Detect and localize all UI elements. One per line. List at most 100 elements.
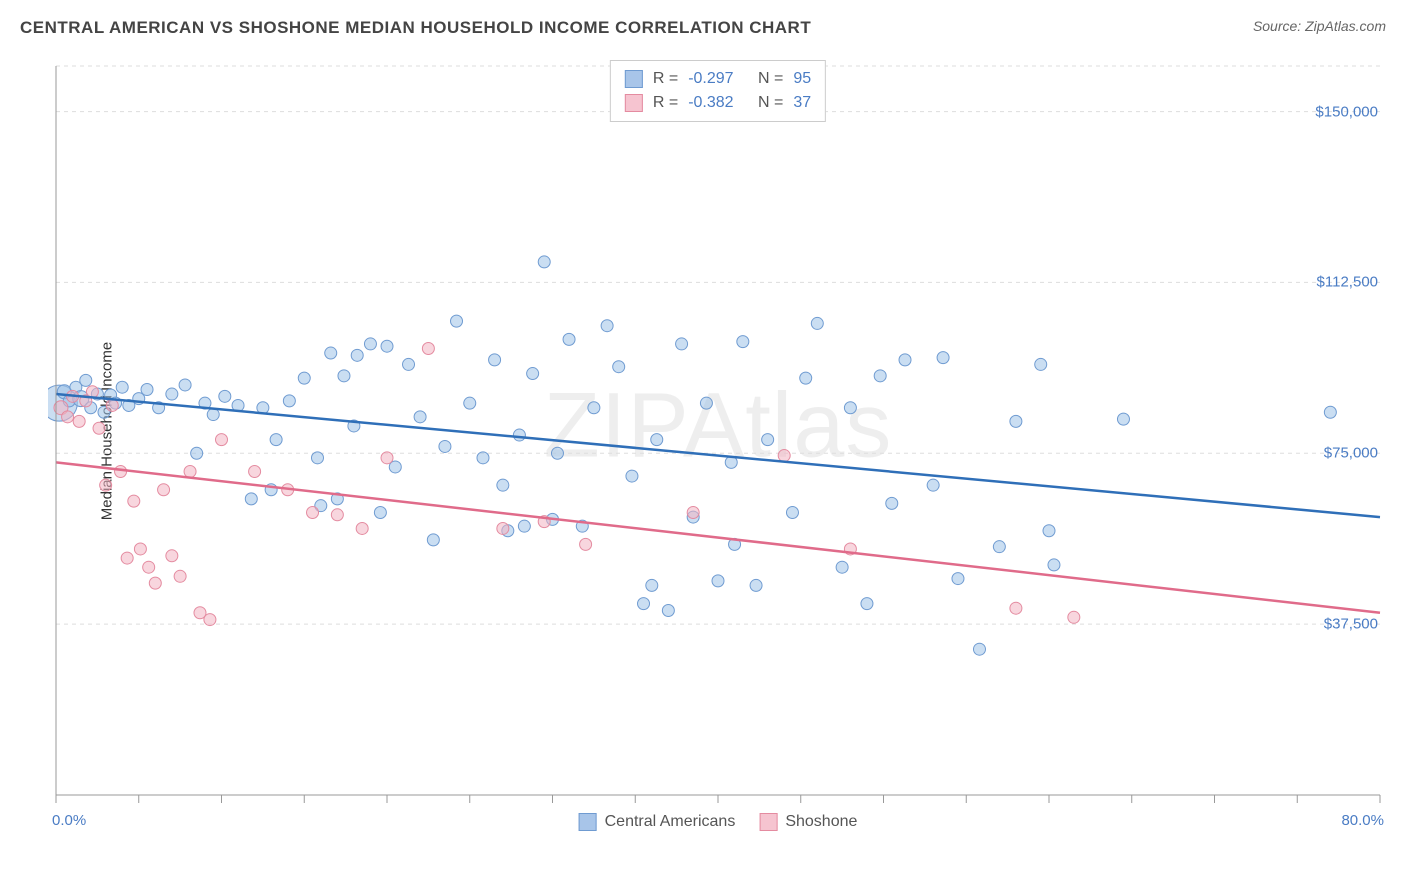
- scatter-point: [134, 543, 146, 555]
- scatter-point: [613, 361, 625, 373]
- scatter-point: [1035, 358, 1047, 370]
- x-min-label: 0.0%: [52, 812, 86, 829]
- scatter-point: [166, 388, 178, 400]
- scatter-point: [700, 397, 712, 409]
- y-tick-label: $150,000: [1315, 103, 1378, 120]
- scatter-point: [174, 570, 186, 582]
- scatter-point: [1068, 611, 1080, 623]
- chart-title: CENTRAL AMERICAN VS SHOSHONE MEDIAN HOUS…: [20, 18, 811, 38]
- scatter-point: [538, 256, 550, 268]
- scatter-point: [270, 434, 282, 446]
- scatter-point: [861, 598, 873, 610]
- scatter-point: [497, 479, 509, 491]
- scatter-point: [216, 434, 228, 446]
- scatter-point: [100, 479, 112, 491]
- scatter-point: [191, 447, 203, 459]
- scatter-point: [427, 534, 439, 546]
- scatter-point: [800, 372, 812, 384]
- r-value-a: -0.297: [688, 67, 733, 91]
- trend-line: [56, 462, 1380, 612]
- x-max-label: 80.0%: [1341, 812, 1384, 829]
- header-row: CENTRAL AMERICAN VS SHOSHONE MEDIAN HOUS…: [0, 0, 1406, 48]
- scatter-point: [338, 370, 350, 382]
- scatter-point: [551, 447, 563, 459]
- scatter-point: [973, 643, 985, 655]
- scatter-point: [374, 507, 386, 519]
- scatter-point: [73, 415, 85, 427]
- gridlines-group: [56, 66, 1380, 624]
- scatter-point: [115, 466, 127, 478]
- scatter-point: [588, 402, 600, 414]
- scatter-point: [638, 598, 650, 610]
- scatter-point: [762, 434, 774, 446]
- scatter-point: [93, 422, 105, 434]
- scatter-point: [737, 336, 749, 348]
- scatter-point: [899, 354, 911, 366]
- scatter-point: [778, 450, 790, 462]
- scatter-point: [121, 552, 133, 564]
- scatter-point: [128, 495, 140, 507]
- scatter-point: [179, 379, 191, 391]
- scatter-point: [626, 470, 638, 482]
- scatter-plot-svg: [48, 58, 1388, 803]
- scatter-point: [62, 411, 74, 423]
- scatter-point: [937, 352, 949, 364]
- scatter-point: [687, 507, 699, 519]
- scatter-point: [149, 577, 161, 589]
- scatter-point: [1048, 559, 1060, 571]
- n-label-a: N =: [758, 67, 783, 91]
- scatter-point: [158, 484, 170, 496]
- scatter-point: [451, 315, 463, 327]
- scatter-point: [381, 340, 393, 352]
- scatter-point: [311, 452, 323, 464]
- scatter-point: [1010, 602, 1022, 614]
- series-a-name: Central Americans: [605, 813, 736, 831]
- scatter-point: [580, 538, 592, 550]
- scatter-point: [331, 509, 343, 521]
- scatter-point: [676, 338, 688, 350]
- scatter-point: [874, 370, 886, 382]
- scatter-point: [886, 497, 898, 509]
- scatter-point: [219, 390, 231, 402]
- chart-area: Median Household Income ZIPAtlas $37,500…: [48, 58, 1388, 803]
- swatch-series-b: [625, 94, 643, 112]
- source-label: Source: ZipAtlas.com: [1253, 18, 1386, 34]
- scatter-point: [952, 573, 964, 585]
- scatter-point: [1010, 415, 1022, 427]
- scatter-point: [786, 507, 798, 519]
- scatter-point: [477, 452, 489, 464]
- scatter-point: [80, 374, 92, 386]
- scatter-point: [422, 342, 434, 354]
- scatter-point: [651, 434, 663, 446]
- scatter-point: [106, 399, 118, 411]
- n-value-b: 37: [793, 91, 811, 115]
- scatter-point: [712, 575, 724, 587]
- r-value-b: -0.382: [688, 91, 733, 115]
- scatter-point: [325, 347, 337, 359]
- scatter-point: [439, 440, 451, 452]
- scatter-point: [351, 349, 363, 361]
- scatter-point: [662, 604, 674, 616]
- scatter-point: [298, 372, 310, 384]
- scatter-point: [927, 479, 939, 491]
- scatter-point: [249, 466, 261, 478]
- scatter-point: [207, 409, 219, 421]
- scatter-point: [811, 317, 823, 329]
- scatter-point: [836, 561, 848, 573]
- scatter-point: [844, 402, 856, 414]
- swatch-bottom-a: [579, 813, 597, 831]
- scatter-point: [166, 550, 178, 562]
- scatter-point: [1324, 406, 1336, 418]
- scatter-point: [1117, 413, 1129, 425]
- scatter-point: [307, 507, 319, 519]
- legend-series-names: Central Americans Shoshone: [579, 813, 858, 831]
- scatter-point: [464, 397, 476, 409]
- scatter-point: [184, 466, 196, 478]
- scatter-point: [204, 614, 216, 626]
- scatter-point: [245, 493, 257, 505]
- scatter-point: [143, 561, 155, 573]
- scatter-point: [993, 541, 1005, 553]
- scatter-point: [497, 522, 509, 534]
- scatter-point: [1043, 525, 1055, 537]
- r-label-b: R =: [653, 91, 678, 115]
